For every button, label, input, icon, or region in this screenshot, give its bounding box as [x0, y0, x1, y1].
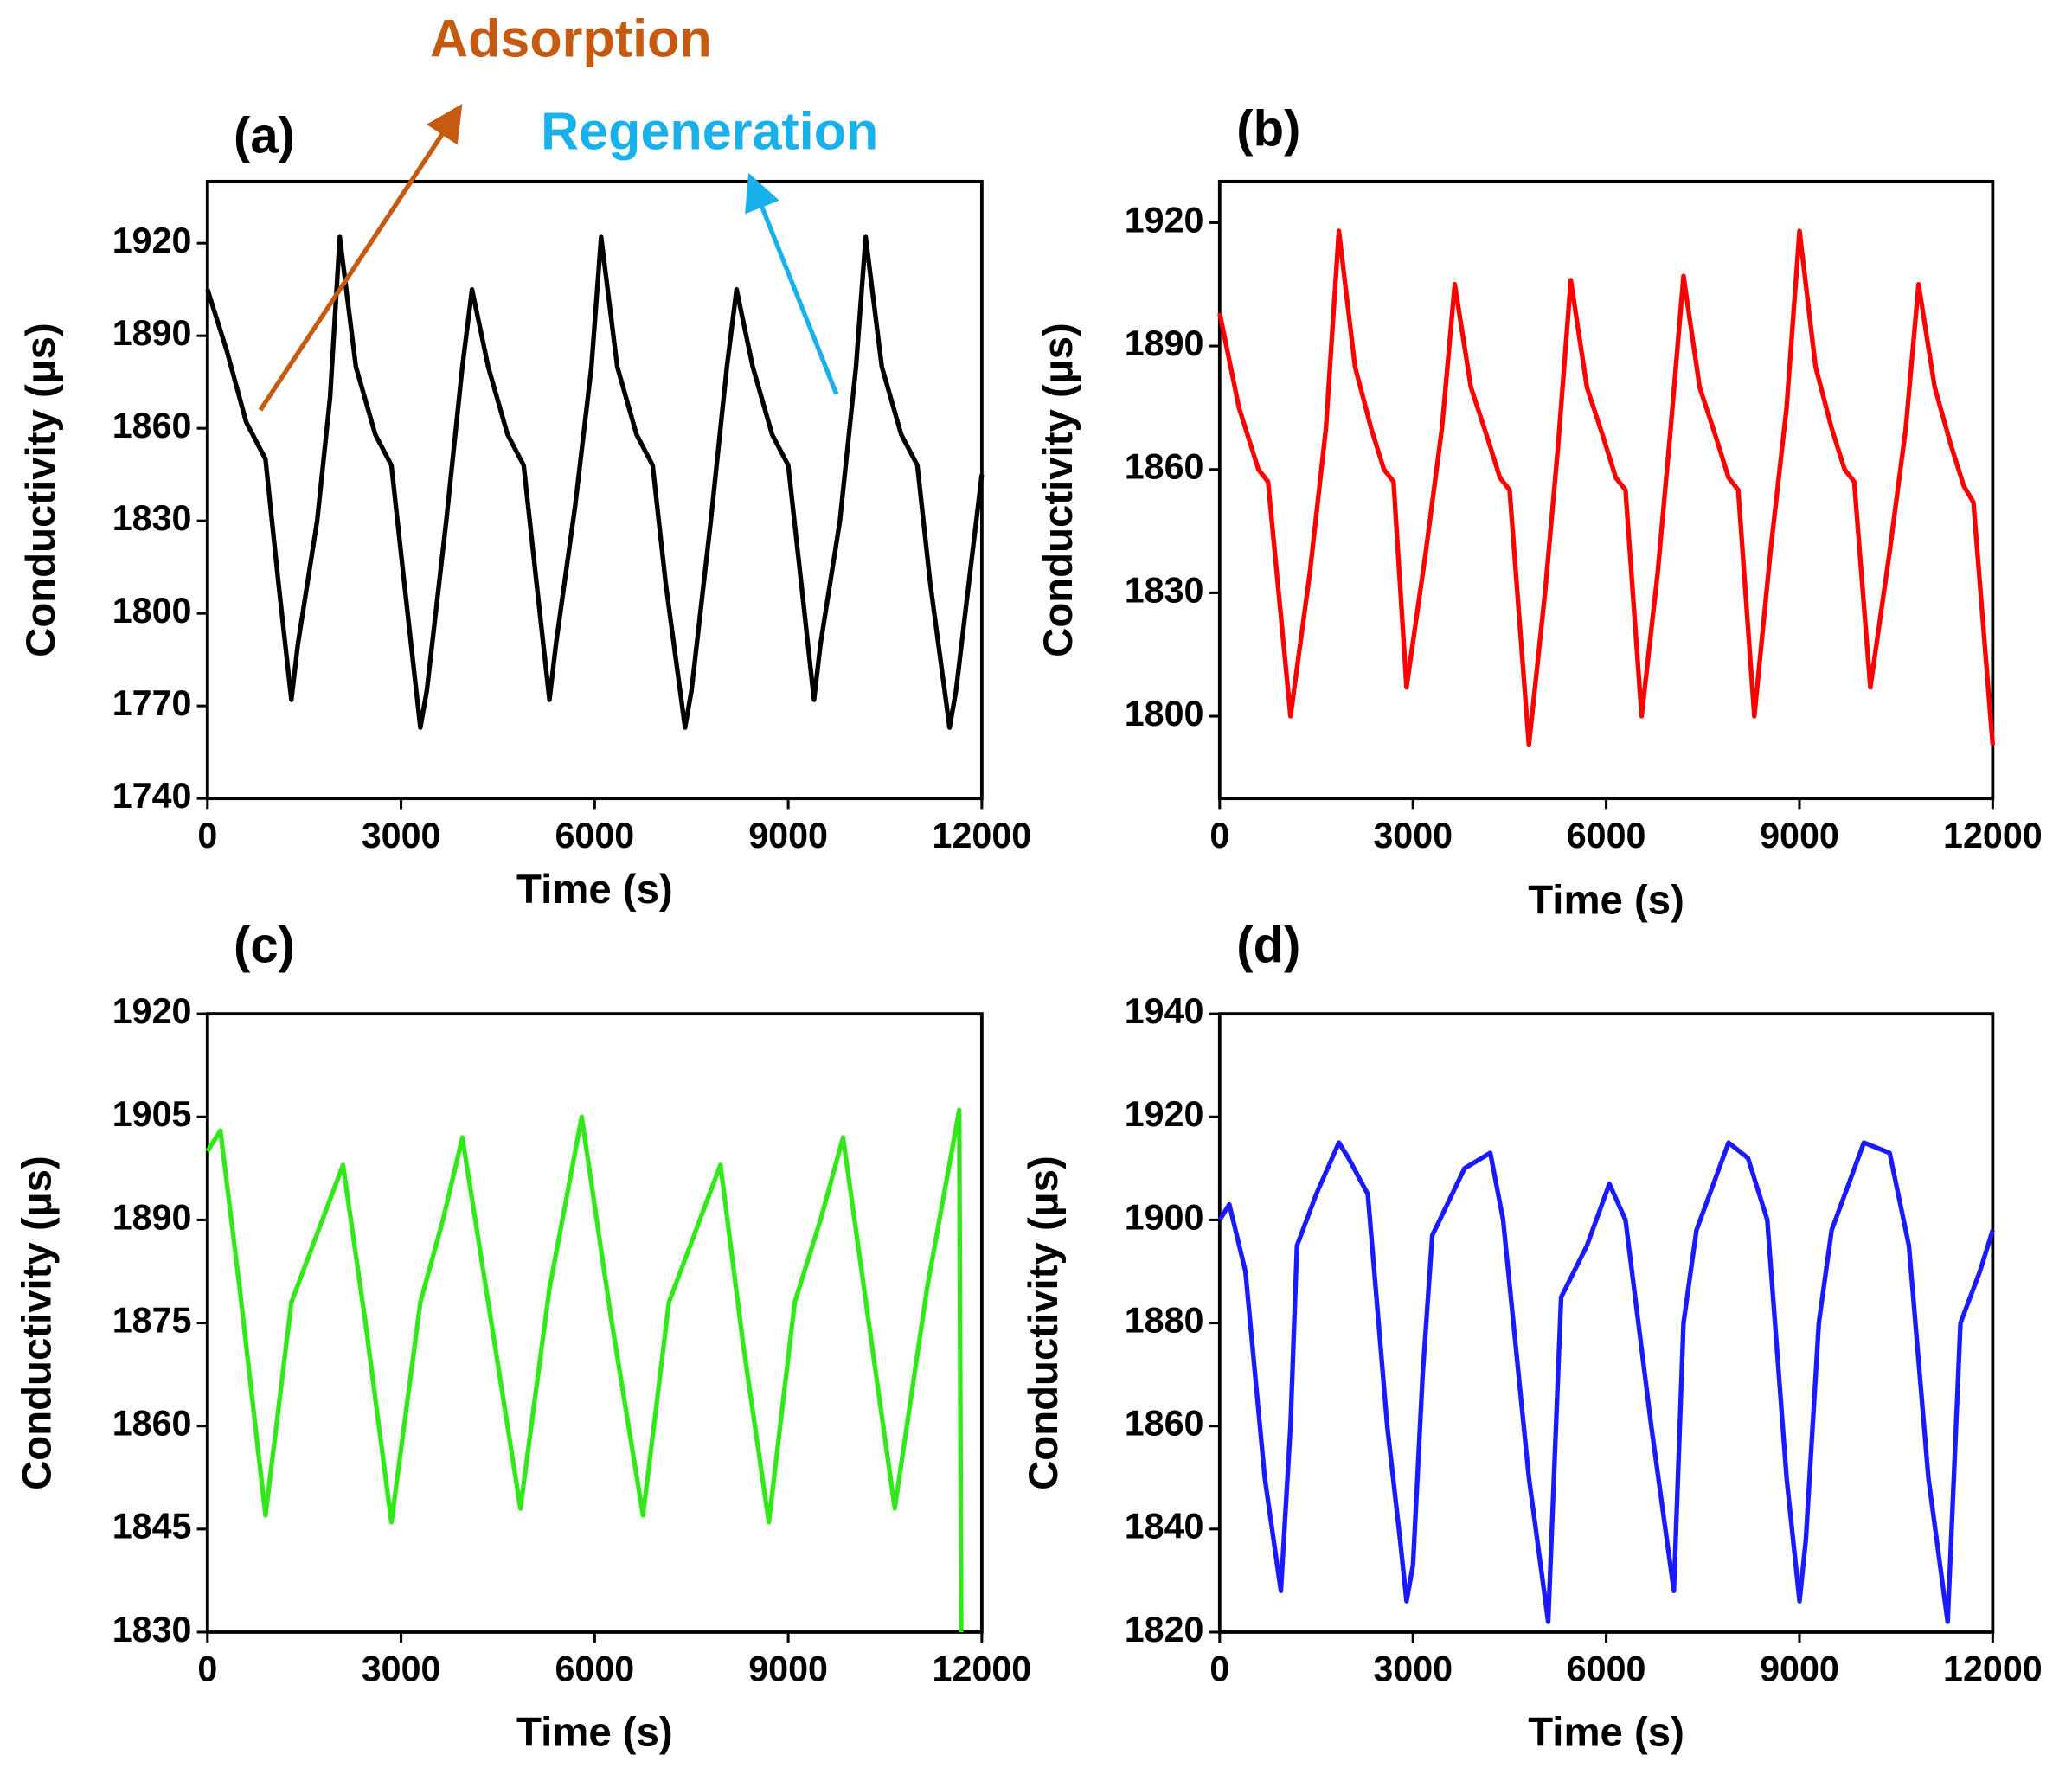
data-line — [205, 234, 985, 730]
x-tick-label: 12000 — [1943, 816, 2043, 855]
x-tick-label: 0 — [197, 1649, 217, 1689]
y-tick-label: 1860 — [1125, 447, 1204, 487]
x-tick-label: 12000 — [933, 816, 1032, 855]
y-tick-label: 1860 — [112, 406, 192, 445]
annotation: Adsorption — [430, 10, 712, 68]
panel-label: (a) — [234, 107, 295, 163]
data-line — [205, 1107, 964, 1632]
x-tick-label: 9000 — [1760, 816, 1839, 855]
x-tick-label: 0 — [197, 816, 217, 855]
x-tick-label: 9000 — [748, 816, 828, 855]
y-tick-label: 1905 — [112, 1094, 192, 1134]
y-tick-label: 1880 — [1125, 1300, 1204, 1340]
plot-frame — [205, 1012, 984, 1634]
y-tick-label: 1840 — [1125, 1507, 1204, 1547]
x-axis-label: Time (s) — [1528, 877, 1684, 923]
data-line — [1217, 1140, 1995, 1624]
y-tick-label: 1920 — [1125, 200, 1204, 240]
x-axis-label: Time (s) — [516, 867, 673, 913]
y-tick-label: 1845 — [112, 1507, 192, 1547]
y-tick-label: 1770 — [112, 683, 192, 723]
plot-frame — [205, 179, 984, 801]
x-tick-label: 3000 — [1373, 816, 1453, 855]
x-tick-label: 9000 — [748, 1649, 828, 1689]
y-tick-label: 1890 — [112, 313, 192, 353]
y-axis-label: Conductivity (μs) — [1021, 1156, 1067, 1490]
data-line — [1217, 228, 1996, 747]
y-tick-label: 1920 — [112, 991, 192, 1031]
plot-frame — [1217, 1012, 1995, 1634]
y-tick-label: 1920 — [1125, 1094, 1204, 1134]
panel-label: (d) — [1236, 918, 1300, 974]
y-tick-label: 1830 — [112, 1610, 192, 1649]
x-tick-label: 0 — [1209, 816, 1229, 855]
y-axis-label: Conductivity (μs) — [1036, 323, 1081, 657]
x-tick-label: 6000 — [555, 1649, 634, 1689]
x-tick-label: 3000 — [362, 816, 441, 855]
x-tick-label: 12000 — [933, 1649, 1032, 1689]
panel-label: (b) — [1236, 101, 1300, 157]
y-tick-label: 1800 — [112, 591, 192, 631]
x-tick-label: 6000 — [1567, 1649, 1646, 1689]
x-tick-label: 12000 — [1943, 1649, 2043, 1689]
y-tick-label: 1900 — [1125, 1197, 1204, 1237]
y-tick-label: 1890 — [112, 1197, 192, 1237]
y-tick-label: 1820 — [1125, 1610, 1204, 1649]
y-tick-label: 1860 — [1125, 1404, 1204, 1444]
x-tick-label: 6000 — [1567, 816, 1646, 855]
x-axis-label: Time (s) — [516, 1710, 673, 1756]
x-tick-label: 9000 — [1760, 1649, 1839, 1689]
annotation-arrow — [258, 103, 463, 412]
x-axis-label: Time (s) — [1528, 1710, 1684, 1756]
annotation-arrow — [745, 172, 839, 395]
y-tick-label: 1800 — [1125, 694, 1204, 733]
x-tick-label: 3000 — [362, 1649, 441, 1689]
annotation: Regeneration — [541, 102, 878, 161]
y-tick-label: 1920 — [112, 221, 192, 260]
panel-label: (c) — [234, 918, 295, 974]
x-tick-label: 0 — [1209, 1649, 1229, 1689]
x-tick-label: 6000 — [555, 816, 634, 855]
y-tick-label: 1740 — [112, 776, 192, 816]
y-axis-label: Conductivity (μs) — [14, 1156, 60, 1490]
y-tick-label: 1830 — [1125, 570, 1204, 610]
y-tick-label: 1875 — [112, 1300, 192, 1340]
y-axis-label: Conductivity (μs) — [18, 323, 64, 657]
x-tick-label: 3000 — [1373, 1649, 1453, 1689]
y-tick-label: 1940 — [1125, 991, 1204, 1031]
y-tick-label: 1830 — [112, 498, 192, 538]
y-tick-label: 1860 — [112, 1404, 192, 1444]
y-tick-label: 1890 — [1125, 323, 1204, 363]
